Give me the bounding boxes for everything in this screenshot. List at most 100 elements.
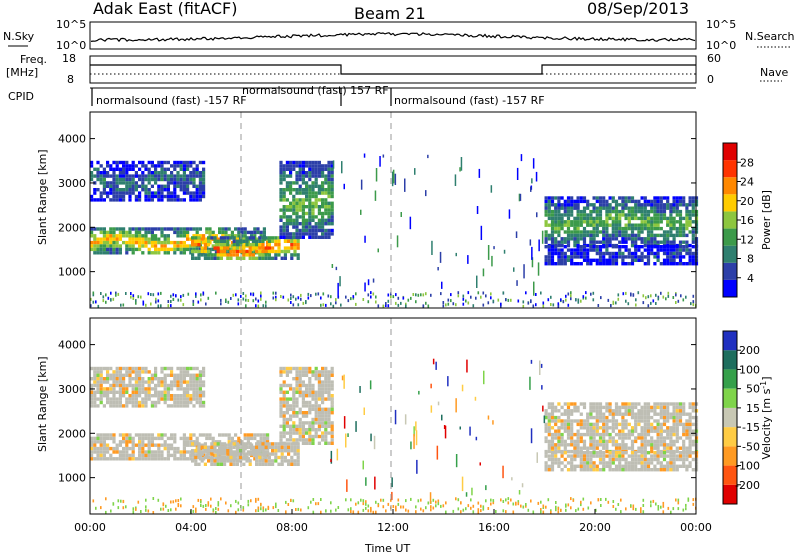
- heatmap-cell: [656, 199, 660, 204]
- heatmap-cell: [675, 209, 679, 214]
- heatmap-cell: [112, 400, 116, 405]
- heatmap-cell: [287, 239, 291, 243]
- heatmap-cell: [144, 230, 148, 235]
- heatmap-cell: [90, 247, 94, 252]
- heatmap-cell: [274, 452, 278, 456]
- heatmap-cell: [425, 301, 427, 305]
- heatmap-cell: [122, 380, 126, 384]
- heatmap-cell: [147, 390, 151, 394]
- heatmap-cell: [189, 181, 193, 185]
- heatmap-cell: [515, 501, 517, 505]
- heatmap-cell: [576, 446, 580, 450]
- heatmap-cell: [279, 188, 283, 192]
- heatmap-cell: [592, 196, 596, 200]
- heatmap-cell: [311, 218, 315, 222]
- heatmap-cell: [301, 201, 305, 205]
- heatmap-cell: [205, 237, 209, 241]
- heatmap-cell: [586, 206, 590, 210]
- heatmap-cell: [566, 230, 571, 234]
- heatmap-cell: [128, 198, 132, 202]
- heatmap-cell: [248, 452, 252, 456]
- heatmap-cell: [507, 298, 510, 302]
- heatmap-cell: [289, 171, 293, 175]
- heatmap-cell: [305, 188, 309, 192]
- heatmap-cell: [203, 462, 207, 466]
- heatmap-cell: [656, 432, 660, 437]
- colorbar-tick-label: -50: [742, 440, 760, 453]
- heatmap-cell: [99, 383, 103, 388]
- heatmap-cell: [118, 404, 122, 408]
- heatmap-cell: [602, 206, 606, 210]
- heatmap-cell: [611, 223, 615, 227]
- heatmap-cell: [102, 446, 106, 451]
- heatmap-cell: [688, 415, 692, 420]
- heatmap-cell: [192, 299, 195, 303]
- heatmap-cell: [595, 223, 599, 227]
- heatmap-cell: [282, 225, 286, 229]
- heatmap-cell: [337, 506, 340, 509]
- heatmap-cell: [625, 299, 627, 303]
- heatmap-cell: [554, 262, 558, 266]
- heatmap-cell: [471, 487, 473, 496]
- heatmap-cell: [550, 464, 555, 468]
- heatmap-cell: [630, 240, 635, 244]
- heatmap-cell: [314, 400, 318, 405]
- heatmap-cell: [167, 304, 170, 308]
- heatmap-cell: [637, 248, 641, 252]
- heatmap-cell: [138, 373, 142, 377]
- heatmap-cell: [611, 230, 615, 234]
- heatmap-cell: [595, 209, 599, 214]
- heatmap-cell: [598, 196, 603, 200]
- heatmap-cell: [669, 464, 673, 468]
- heatmap-cell: [407, 298, 410, 302]
- heatmap-cell: [640, 415, 644, 420]
- heatmap-cell: [128, 433, 132, 437]
- heatmap-cell: [122, 453, 126, 458]
- heatmap-cell: [192, 394, 196, 398]
- heatmap-cell: [570, 461, 574, 465]
- heatmap-cell: [656, 258, 660, 262]
- heatmap-cell: [150, 251, 154, 255]
- heatmap-cell: [589, 213, 593, 217]
- heatmap-cell: [608, 451, 612, 455]
- heatmap-cell: [530, 359, 533, 364]
- heatmap-cell: [176, 383, 180, 388]
- heatmap-cell: [657, 295, 660, 299]
- heatmap-cell: [141, 184, 145, 188]
- heatmap-cell: [547, 209, 551, 214]
- heatmap-cell: [166, 383, 170, 388]
- heatmap-cell: [267, 452, 271, 456]
- heatmap-cell: [109, 227, 113, 231]
- heatmap-cell: [324, 411, 328, 415]
- heatmap-cell: [141, 453, 145, 458]
- heatmap-cell: [173, 404, 177, 408]
- heatmap-cell: [630, 293, 632, 297]
- heatmap-cell: [375, 510, 377, 514]
- heatmap-cell: [182, 366, 186, 371]
- heatmap-cell: [301, 400, 305, 405]
- heatmap-cell: [102, 433, 106, 437]
- heatmap-cell: [245, 243, 249, 247]
- heatmap-cell: [688, 443, 692, 447]
- heatmap-cell: [685, 429, 689, 433]
- heatmap-cell: [186, 390, 190, 394]
- heatmap-cell: [202, 291, 205, 295]
- heatmap-cell: [582, 233, 587, 238]
- heatmap-cell: [650, 436, 654, 440]
- heatmap-cell: [557, 199, 561, 204]
- heatmap-cell: [582, 237, 587, 241]
- heatmap-cell: [163, 400, 167, 405]
- velocity-colorbar-label-sup: -1: [759, 381, 768, 389]
- heatmap-cell: [544, 230, 548, 234]
- heatmap-cell: [295, 400, 299, 405]
- heatmap-cell: [656, 426, 660, 430]
- heatmap-cell: [99, 440, 103, 444]
- heatmap-cell: [242, 239, 246, 243]
- heatmap-cell: [207, 452, 211, 456]
- heatmap-cell: [589, 230, 593, 234]
- x-tick-label: 00:00: [680, 521, 712, 534]
- heatmap-cell: [213, 239, 217, 243]
- heatmap-cell: [92, 291, 95, 295]
- heatmap-cell: [141, 380, 145, 384]
- heatmap-cell: [544, 213, 548, 217]
